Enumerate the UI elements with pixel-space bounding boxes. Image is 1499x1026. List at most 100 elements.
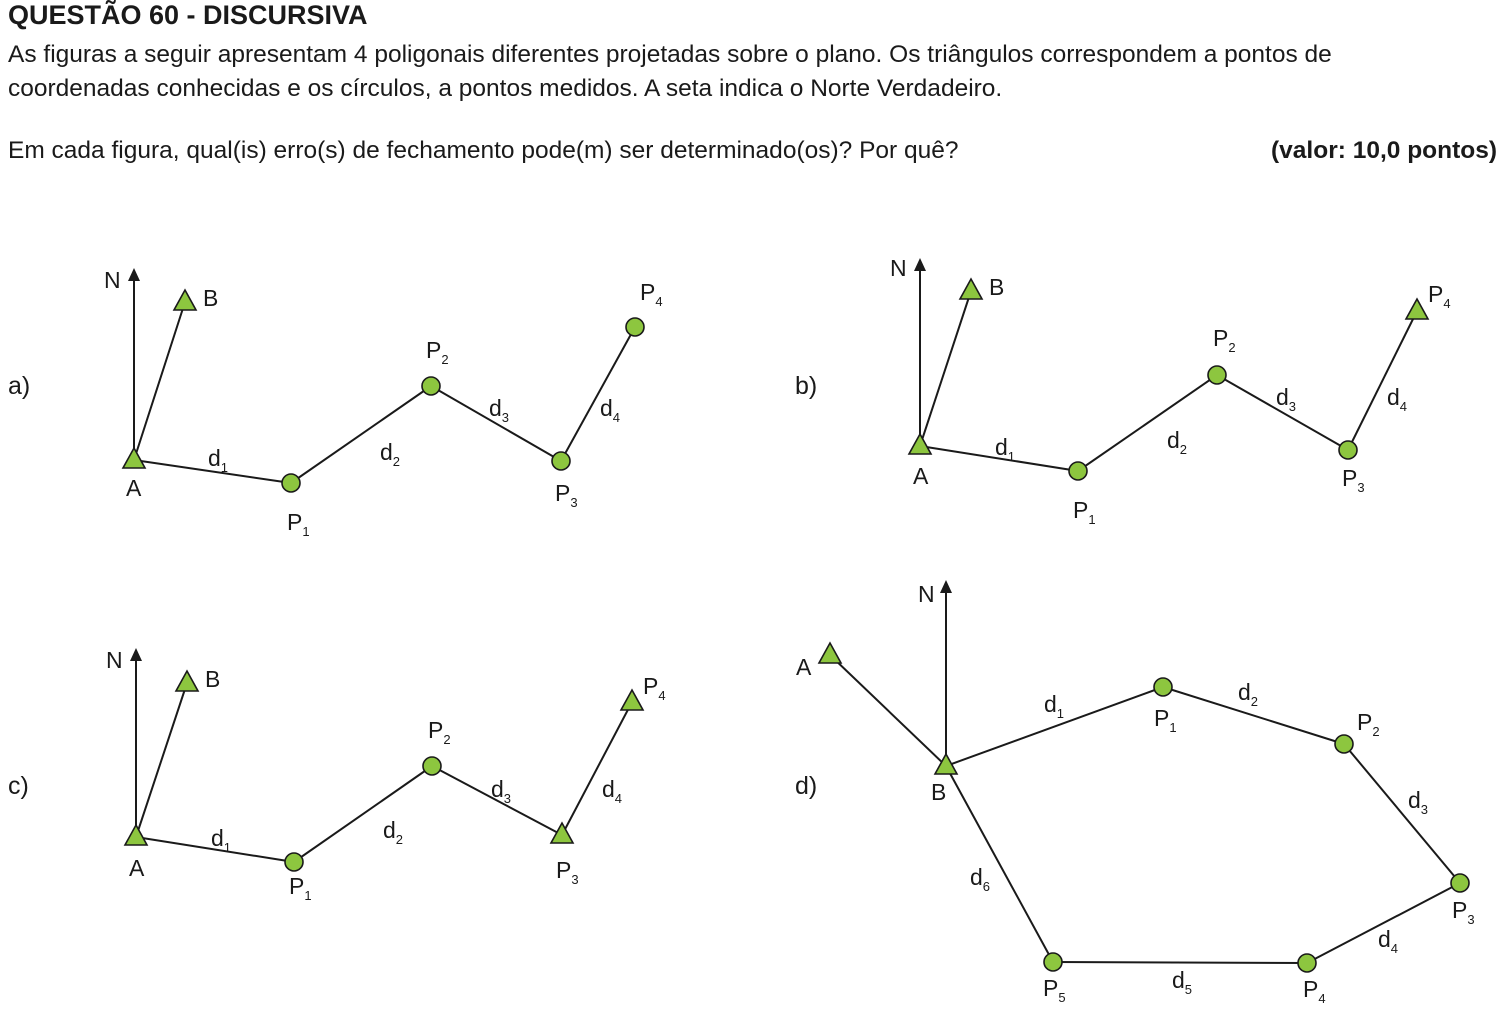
point-label-p1: P1 (1073, 497, 1096, 527)
north-label: N (890, 255, 907, 281)
point-label-p3: P3 (1342, 465, 1365, 495)
traverse-edge (1077, 374, 1218, 472)
figure-c-label: c) (8, 772, 29, 800)
point-label-p2: P2 (1213, 325, 1236, 355)
point-label-p3: P3 (1452, 897, 1475, 927)
traverse-edge (561, 701, 633, 836)
point-label-a: A (126, 475, 142, 501)
measured-point-circle-icon (1068, 461, 1088, 481)
measured-point-circle-icon (1043, 952, 1063, 972)
point-label-p4: P4 (640, 279, 663, 309)
traverse-edge (945, 686, 1164, 767)
distance-label-d6: d6 (970, 864, 990, 894)
measured-point-circle-icon (1297, 953, 1317, 973)
distance-label-d1: d1 (208, 445, 228, 475)
traverse-edge (1306, 882, 1461, 964)
traverse-edge (135, 836, 295, 863)
distance-label-d4: d4 (1378, 926, 1398, 956)
traverse-edge (135, 682, 188, 838)
known-point-triangle-icon (933, 752, 959, 775)
figure-b-label: b) (795, 372, 818, 400)
distance-label-d1: d1 (1044, 691, 1064, 721)
point-label-p4: P4 (1428, 281, 1451, 311)
known-point-triangle-icon (123, 823, 149, 846)
measured-point-circle-icon (422, 756, 442, 776)
point-label-p1: P1 (1154, 705, 1177, 735)
north-label: N (106, 647, 123, 673)
point-label-a: A (796, 654, 812, 680)
intro-line-2: coordenadas conhecidas e os círculos, a … (8, 75, 1003, 102)
traverse-edge (431, 765, 563, 836)
measured-point-circle-icon (421, 376, 441, 396)
traverse-edge (430, 385, 562, 462)
known-point-triangle-icon (549, 821, 575, 844)
figure-a-label: a) (8, 372, 31, 400)
figure-d: Nd1 d2 d3 d4 d5 d6 A B P1 P2 P3 P4 P5 (796, 580, 1475, 1006)
point-label-p3: P3 (556, 857, 579, 887)
measured-point-circle-icon (284, 852, 304, 872)
traverse-edge (945, 765, 1054, 963)
point-label-p4: P4 (643, 673, 666, 703)
point-label-b: B (989, 274, 1004, 300)
point-label-b: B (931, 779, 946, 805)
known-point-triangle-icon (121, 446, 147, 469)
question-title: QUESTÃO 60 - DISCURSIVA (8, 0, 368, 30)
north-arrow-icon (914, 258, 926, 271)
north-arrow-icon (130, 648, 142, 661)
traverse-edge (293, 765, 433, 863)
traverse-edge (919, 445, 1079, 472)
traverse-edge (133, 459, 292, 484)
distance-label-d2: d2 (1238, 679, 1258, 709)
distance-label-d3: d3 (1276, 384, 1296, 414)
point-label-b: B (205, 666, 220, 692)
point-label-p2: P2 (1357, 709, 1380, 739)
measured-point-circle-icon (1207, 365, 1227, 385)
intro-text: As figuras a seguir apresentam 4 poligon… (8, 38, 1498, 106)
known-point-triangle-icon (619, 688, 645, 711)
distance-label-d1: d1 (995, 434, 1015, 464)
traverse-edge (829, 654, 947, 767)
distance-label-d1: d1 (211, 825, 231, 855)
point-label-p1: P1 (287, 509, 310, 539)
known-point-triangle-icon (172, 288, 198, 311)
point-label-p1: P1 (289, 873, 312, 903)
traverse-edge (1162, 686, 1345, 745)
distance-label-d4: d4 (602, 776, 622, 806)
measured-point-circle-icon (281, 473, 301, 493)
distance-label-d3: d3 (1408, 787, 1428, 817)
traverse-edge (560, 326, 636, 462)
figure-d-label: d) (795, 772, 818, 800)
north-arrow-icon (940, 580, 952, 593)
intro-line-1: As figuras a seguir apresentam 4 poligon… (8, 41, 1332, 68)
measured-point-circle-icon (1334, 734, 1354, 754)
figure-b: Nd1 d2 d3 d4 A B P1 P2 P3 P4 (890, 255, 1451, 527)
figure-a: Nd1 d2 d3 d4 A B P1 P2 P3 P4 (104, 267, 663, 539)
measured-point-circle-icon (1153, 677, 1173, 697)
point-label-b: B (203, 285, 218, 311)
point-label-p2: P2 (426, 337, 449, 367)
distance-label-d3: d3 (491, 776, 511, 806)
distance-label-d4: d4 (1387, 384, 1407, 414)
question-value: (valor: 10,0 pontos) (1271, 137, 1497, 164)
north-label: N (918, 581, 935, 607)
point-label-p5: P5 (1043, 975, 1066, 1005)
known-point-triangle-icon (907, 432, 933, 455)
traverse-edge (1343, 743, 1461, 884)
question-prompt: Em cada figura, qual(is) erro(s) de fech… (8, 137, 959, 164)
traverse-edge (1347, 310, 1418, 451)
distance-label-d5: d5 (1172, 967, 1192, 997)
traverse-edge (1052, 961, 1308, 964)
traverse-edge (133, 301, 186, 461)
north-arrow-icon (128, 268, 140, 281)
traverse-edge (919, 290, 972, 447)
measured-point-circle-icon (1450, 873, 1470, 893)
figure-c: Nd1 d2 d3 d4 A B P1 P2 P3 P4 (106, 647, 666, 903)
known-point-triangle-icon (817, 641, 843, 664)
point-label-a: A (913, 463, 929, 489)
distance-label-d2: d2 (1167, 427, 1187, 457)
known-point-triangle-icon (1404, 297, 1430, 320)
point-label-p2: P2 (428, 717, 451, 747)
traverse-edge (1216, 374, 1349, 451)
north-label: N (104, 267, 121, 293)
